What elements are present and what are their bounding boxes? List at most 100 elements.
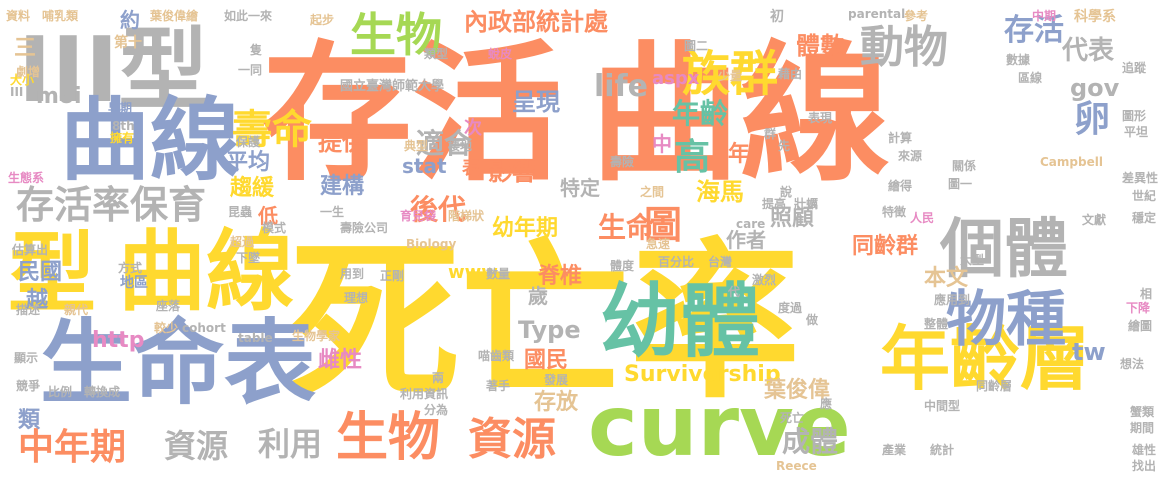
word-96: 估算出: [12, 243, 49, 257]
word-84: 數據: [1006, 53, 1031, 67]
word-110: 理想: [344, 291, 369, 305]
word-109: 正剛: [380, 269, 405, 283]
word-181: 相: [1140, 287, 1153, 301]
word-136: 兩: [432, 371, 445, 385]
word-16: 內政部統計處: [464, 8, 608, 36]
word-0: 存活: [262, 28, 563, 202]
word-86: 類型: [424, 47, 449, 61]
word-137: 提高: [762, 197, 787, 211]
word-101: 競爭: [16, 379, 41, 393]
word-134: 分為: [424, 403, 449, 417]
word-52: 體數: [796, 32, 844, 60]
word-5: 型: [8, 222, 97, 325]
word-139: 繪得: [888, 179, 913, 193]
word-50: gov: [1070, 74, 1120, 102]
word-55: Survivorship: [624, 362, 781, 387]
word-129: 激烈: [752, 273, 777, 287]
word-104: 模式: [262, 221, 287, 235]
word-161: 文獻: [1082, 213, 1107, 227]
word-90: 追蹤: [1122, 61, 1147, 75]
word-187: 先: [778, 139, 791, 153]
word-157: 平坦: [1124, 125, 1149, 139]
word-59: www: [448, 262, 498, 283]
word-166: 期間: [1130, 421, 1155, 435]
word-108: Biology: [406, 237, 457, 251]
word-105: 超過: [230, 235, 255, 249]
word-46: 民國: [18, 260, 63, 285]
word-20: 中年期: [18, 427, 127, 468]
word-150: 死亡: [780, 411, 805, 425]
word-135: 利用: [400, 387, 425, 401]
word-178: 做: [806, 313, 819, 327]
word-62: 本文: [924, 266, 969, 291]
word-114: 生物學家: [292, 329, 341, 343]
word-148: 產業: [882, 443, 907, 457]
word-146: 中間型: [924, 399, 961, 413]
word-82: 中期: [1032, 9, 1057, 23]
word-85: 第十: [114, 35, 142, 51]
word-180: 群: [764, 127, 777, 141]
word-74: 哺乳類: [42, 9, 79, 23]
word-126: 體度: [610, 259, 635, 273]
word-87: 國立臺灣師範大學: [340, 79, 445, 94]
word-45: 趨緩: [230, 176, 275, 201]
word-48: moi: [36, 84, 82, 109]
word-60: 脊椎: [538, 264, 583, 289]
word-115: 較少: [154, 321, 179, 335]
word-34: 呈現: [512, 88, 560, 116]
word-65: 次: [464, 118, 482, 139]
word-156: 圖形: [1122, 109, 1147, 123]
word-7: 生命表: [40, 310, 317, 417]
word-6: 曲線: [118, 220, 295, 323]
word-149: Reece: [776, 459, 817, 473]
word-147: 統計: [930, 443, 955, 457]
word-94: 保護: [236, 135, 261, 149]
word-93: 擁有: [110, 131, 135, 145]
word-26: 生命: [598, 211, 655, 244]
word-122: 壽險: [610, 155, 635, 169]
word-142: 大型: [960, 253, 985, 267]
word-67: 低: [258, 204, 278, 228]
word-120: 育兒袋: [400, 209, 437, 223]
word-30: life: [594, 69, 648, 104]
word-106: 一同: [238, 63, 263, 77]
word-167: 雄性: [1132, 443, 1157, 457]
word-13: 生物: [350, 8, 442, 62]
word-132: 喵齒類: [478, 349, 515, 363]
word-153: 關係: [952, 159, 977, 173]
word-37: 海馬: [696, 178, 744, 206]
word-145: 同齡層: [976, 379, 1013, 393]
word-24: 資源: [468, 414, 556, 465]
word-133: 資訊: [424, 387, 449, 401]
word-44: 平均: [226, 150, 271, 175]
word-143: 應用到: [934, 293, 971, 307]
word-79: 初: [770, 9, 784, 25]
word-88: 少量: [718, 69, 743, 83]
word-27: 圖: [644, 203, 683, 247]
word-51: 卵: [1074, 99, 1111, 140]
word-97: 方式: [118, 261, 143, 275]
word-8: 幼體: [600, 275, 760, 368]
word-36: 後代: [410, 193, 467, 226]
word-77: 如此一來: [224, 9, 273, 23]
word-73: 資料: [6, 9, 31, 23]
word-100: 顯示: [14, 351, 39, 365]
word-15: 動物: [860, 22, 948, 73]
word-160: 穩定: [1132, 211, 1157, 225]
word-131: 發展: [544, 373, 569, 387]
word-123: 之間: [640, 185, 665, 199]
word-54: 國民: [524, 348, 569, 373]
word-83: 科學系: [1074, 9, 1116, 25]
word-43: 同齡群: [852, 234, 919, 259]
word-107: 壽險公司: [340, 221, 389, 235]
word-163: 繪圖: [1128, 319, 1153, 333]
word-117: 親代: [64, 303, 89, 317]
word-140: 特徵: [882, 205, 907, 219]
word-155: Campbell: [1040, 155, 1103, 169]
word-176: 一生: [320, 205, 345, 219]
word-4: 曲線: [60, 88, 240, 193]
word-179: 表現: [808, 111, 833, 125]
word-152: 來源: [898, 149, 923, 163]
word-19: 存活率保育: [16, 183, 207, 227]
